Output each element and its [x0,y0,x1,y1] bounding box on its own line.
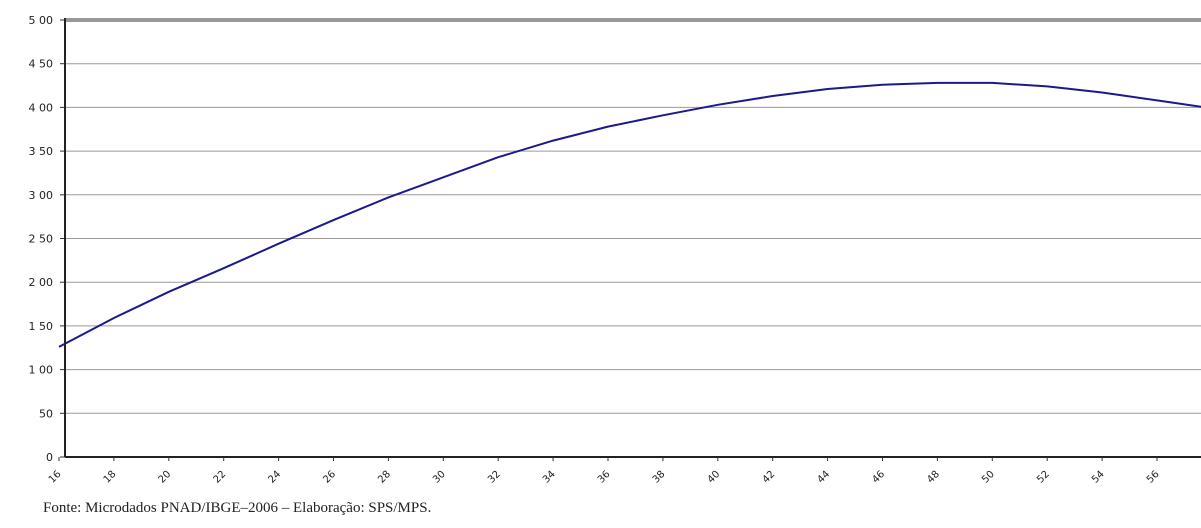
x-tick-label: 46 [870,469,887,486]
plot-top-border [65,18,1201,22]
x-tick-label: 30 [431,469,448,486]
x-tick-label: 36 [596,469,613,486]
x-tick-label: 58 [1200,469,1201,486]
x-tick-label: 48 [925,469,942,486]
y-tick-labels: 0 50 1 00 1 50 2 00 2 50 3 00 3 50 4 00 4 50 5 00 [29,14,54,464]
x-tick-label: 50 [980,469,997,486]
y-tick-label: 0 [46,451,53,464]
x-tick-label: 28 [376,469,393,486]
y-tick-label: 5 00 [29,14,54,27]
x-tick-label: 22 [212,469,229,486]
x-tick-label: 56 [1145,469,1162,486]
y-tick-label: 1 50 [29,320,54,333]
x-tick-label: 26 [321,469,338,486]
x-tick-label: 24 [266,469,283,486]
x-tick-label: 20 [157,469,174,486]
x-tick-label: 34 [541,469,558,486]
x-tick-label: 38 [651,469,668,486]
x-tick-label: 32 [486,469,503,486]
axes [58,18,1201,461]
y-tick-label: 4 00 [29,101,54,114]
y-tick-label: 50 [39,407,53,420]
y-tick-label: 3 00 [29,189,54,202]
x-tick-label: 42 [761,469,778,486]
x-tick-labels: 16 18 20 22 24 26 28 30 32 34 36 38 40 42 44 46 48 50 52 54… [47,469,1201,486]
y-tick-label: 2 00 [29,276,54,289]
y-tick-label: 2 50 [29,233,54,246]
series-line [58,81,1201,348]
y-tick-label: 1 00 [29,364,54,377]
x-tick-label: 18 [102,469,119,486]
x-tick-label: 44 [815,469,832,486]
x-tick-label: 54 [1090,469,1107,486]
x-tick-label: 16 [47,469,64,486]
source-note: Fonte: Microdados PNAD/IBGE–2006 – Elabo… [43,500,432,516]
gridlines [65,63,1201,414]
x-tick-label: 40 [706,469,723,486]
series-group [58,81,1201,348]
y-tick-label: 3 50 [29,145,54,158]
y-tick-label: 4 50 [29,58,54,71]
x-tick-label: 52 [1035,469,1052,486]
